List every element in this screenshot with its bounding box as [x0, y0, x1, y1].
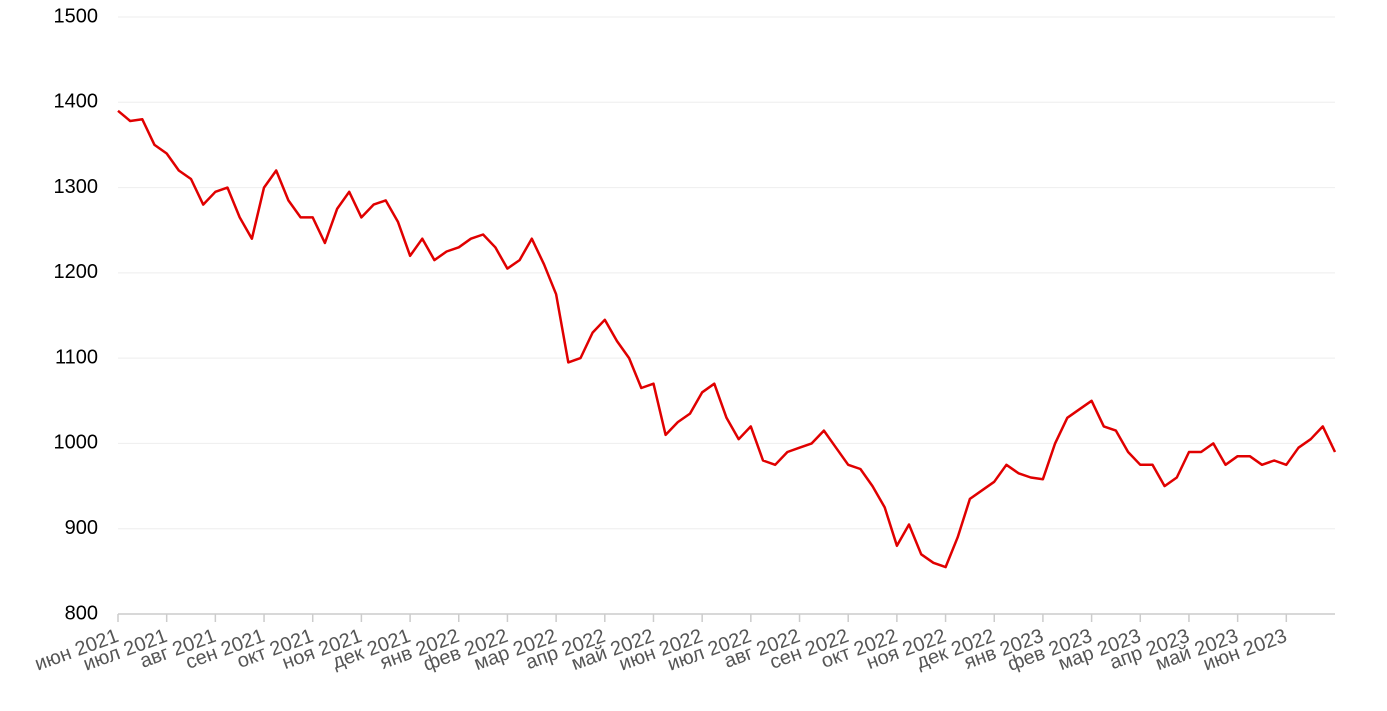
- y-tick-label: 1500: [54, 5, 99, 27]
- y-tick-label: 1300: [54, 176, 99, 198]
- y-tick-label: 1200: [54, 261, 99, 283]
- y-tick-label: 900: [65, 517, 98, 539]
- y-tick-label: 1100: [55, 346, 98, 368]
- line: [117, 109, 1337, 569]
- y-tick-label: 1400: [54, 91, 99, 113]
- y-tick-label: 1000: [54, 432, 99, 454]
- y-tick-label: 800: [65, 602, 98, 624]
